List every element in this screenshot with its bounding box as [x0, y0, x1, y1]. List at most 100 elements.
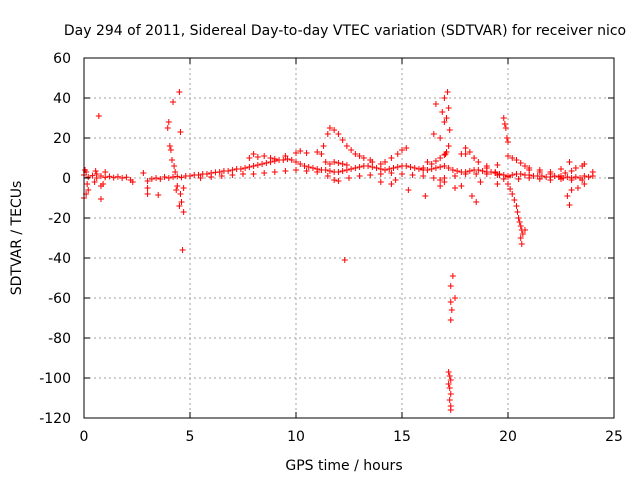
data-point: [346, 175, 352, 181]
data-point: [536, 176, 543, 182]
data-point: [240, 171, 246, 177]
data-point: [443, 115, 450, 121]
data-point: [432, 158, 439, 164]
data-point: [155, 192, 162, 198]
data-point: [581, 161, 588, 167]
data-point: [445, 105, 452, 111]
data-point: [394, 164, 401, 170]
data-point: [515, 215, 522, 221]
data-point: [509, 172, 516, 178]
data-point: [360, 155, 367, 161]
data-point: [293, 150, 299, 156]
data-point: [442, 151, 449, 157]
x-tick-label: 0: [80, 429, 89, 445]
data-point: [462, 171, 469, 177]
data-point: [388, 155, 395, 161]
data-point: [517, 223, 524, 229]
data-point: [462, 145, 469, 151]
data-point: [84, 181, 91, 187]
data-point: [494, 162, 501, 168]
data-point: [93, 171, 100, 177]
grid-lines: [84, 58, 614, 418]
data-point: [388, 170, 395, 176]
data-point: [437, 164, 444, 170]
data-point: [305, 164, 312, 170]
data-point: [309, 165, 316, 171]
data-point: [335, 178, 342, 184]
data-point: [242, 165, 249, 171]
data-point: [161, 174, 168, 180]
data-point: [509, 191, 516, 197]
x-axis-label: GPS time / hours: [285, 458, 402, 474]
data-point: [91, 179, 98, 185]
y-tick-label: 0: [62, 171, 71, 187]
data-point: [293, 159, 299, 165]
data-point: [388, 181, 395, 187]
y-tick-label: 60: [53, 51, 71, 67]
data-point: [170, 174, 177, 180]
data-point: [339, 161, 346, 167]
data-point: [165, 119, 172, 125]
data-point: [568, 168, 575, 174]
data-point: [119, 175, 126, 181]
data-point: [446, 385, 453, 391]
data-point: [129, 179, 136, 185]
data-point: [140, 170, 147, 176]
data-point: [318, 151, 325, 157]
y-axis-label: SDTVAR / TECUs: [9, 181, 25, 296]
data-point: [271, 156, 278, 162]
data-point: [301, 163, 308, 169]
data-point: [547, 171, 554, 177]
data-point: [447, 317, 454, 323]
data-point: [447, 391, 454, 397]
data-point: [513, 157, 520, 163]
data-point: [536, 169, 543, 175]
data-point: [566, 159, 573, 165]
data-point: [326, 161, 333, 167]
plot-frame: [83, 57, 615, 419]
data-point: [297, 161, 304, 167]
data-point: [572, 165, 579, 171]
data-point: [521, 163, 528, 169]
data-point: [173, 187, 180, 193]
data-point: [447, 283, 454, 289]
data-point: [97, 196, 104, 202]
data-point: [441, 95, 448, 101]
data-point: [473, 171, 480, 177]
data-point: [250, 151, 257, 157]
data-point: [123, 174, 130, 181]
data-point: [564, 174, 571, 180]
data-point: [293, 167, 299, 173]
data-point: [547, 177, 554, 183]
data-point: [403, 163, 410, 169]
data-point: [517, 171, 524, 177]
data-point: [446, 373, 453, 379]
data-point: [197, 175, 204, 181]
data-point: [449, 167, 456, 173]
data-point: [335, 160, 342, 166]
data-point: [373, 165, 380, 171]
data-point: [208, 174, 215, 180]
data-point: [452, 185, 458, 191]
data-point: [475, 167, 482, 173]
data-point: [505, 153, 511, 159]
data-point: [170, 99, 177, 105]
data-point: [176, 203, 183, 209]
data-point: [496, 172, 503, 178]
data-point: [250, 163, 257, 169]
data-point: [399, 147, 405, 153]
data-point: [445, 381, 452, 387]
data-point: [263, 160, 270, 166]
data-point: [172, 169, 179, 175]
data-point: [505, 139, 511, 145]
data-point: [437, 183, 444, 189]
data-point: [157, 176, 164, 182]
data-point: [392, 177, 399, 183]
data-point: [174, 173, 181, 180]
x-tick-label: 20: [499, 429, 517, 445]
data-point: [564, 193, 571, 199]
data-point: [114, 173, 121, 180]
data-point: [237, 166, 244, 172]
data-point: [568, 177, 575, 183]
y-tick-label: -20: [48, 211, 71, 227]
